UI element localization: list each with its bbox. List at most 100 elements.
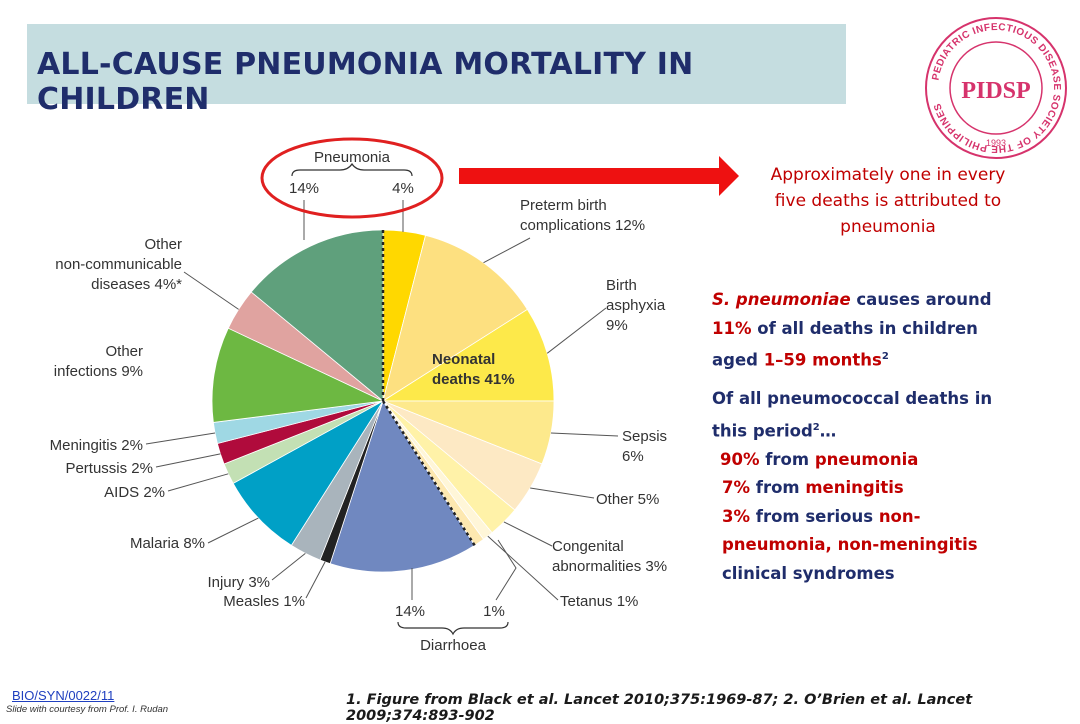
leader-line [483,237,531,264]
pidsp-logo: PEDIATRIC INFECTIOUS DISEASE SOCIETY OF … [925,17,1067,159]
arrow-shaft [459,168,721,184]
center-label-line: deaths 41% [432,371,515,388]
label-other-infections-line: infections 9% [54,363,143,380]
leader-line [503,521,553,547]
label-pneumonia-title: Pneumonia [314,149,391,166]
label-ncd-line: non-communicable [55,256,182,273]
info-panel: S. pneumoniae causes around 11% of all d… [712,286,1072,588]
info-paragraph-1: S. pneumoniae causes around 11% of all d… [712,286,1072,375]
info-text: from serious [750,506,879,526]
info-paragraph-2: Of all pneumococcal deaths in this perio… [712,385,1072,446]
pct-value: 11% [712,318,752,338]
pneumonia-highlight-circle [260,137,444,219]
label-diarrhoea-title-line: Diarrhoea [420,637,487,654]
label-malaria: Malaria 8% [130,535,205,552]
leader-line [487,535,559,601]
pie-slice-1 [382,234,528,402]
arrow-head [719,156,739,196]
info-text: from [750,478,806,497]
diarrhoea-brace [397,621,509,636]
logo-year: 1993 [986,138,1006,148]
label-other5-line: Other 5% [596,491,659,508]
label-aids: AIDS 2% [104,484,165,501]
slide-code-link[interactable]: BIO/SYN/0022/11 [12,688,115,703]
leader-line [167,473,229,492]
info-text: this period [712,421,813,440]
leader-line [145,432,216,445]
label-diarrhoea-14: 14% [395,603,425,620]
label-other-infections-line: Other [105,343,143,360]
label-tetanus-line: Tetanus 1% [560,593,638,610]
label-pneumonia-title-line: Pneumonia [314,149,391,166]
info-text: of all deaths in children [751,318,978,338]
label-other5: Other 5% [596,491,659,508]
pct-value: 7% [722,478,751,497]
leader-line [271,552,306,581]
label-congenital: Congenital abnormalities 3% [552,538,667,575]
label-pneumonia-14-line: 14% [289,180,319,197]
ref-superscript: 2 [812,421,820,433]
leader-line [305,561,326,599]
callout-line-3: pneumonia [840,217,936,237]
pie-slice-8 [329,400,476,573]
leader-line [550,432,619,437]
callout-line-1: Approximately one in every [770,165,1006,185]
bullet-pneumonia: 90% from pneumonia [712,446,1072,475]
leader-line [495,539,517,601]
label-asphyxia-line: 9% [606,317,628,334]
cause-name: meningitis [805,478,904,497]
pie-slice-15 [211,327,385,423]
leader-line [183,271,239,310]
label-measles-line: Measles 1% [223,593,305,610]
info-text: from [759,449,815,469]
label-sepsis-line: 6% [622,448,644,465]
label-pneumonia-14: 14% [289,180,319,197]
slide-credit: Slide with courtesy from Prof. I. Rudan [6,704,169,715]
age-range: 1–59 months [763,350,882,370]
label-asphyxia-line: Birth [606,277,637,294]
logo-letters: PIDSP [961,78,1030,104]
label-ncd-line: diseases 4%* [91,276,182,293]
pneumonia-brace [291,162,413,177]
leader-line [530,487,595,499]
label-diarrhoea-title: Diarrhoea [420,637,487,654]
label-asphyxia-line: asphyxia [606,297,666,314]
label-preterm-line: complications 12% [520,217,645,234]
ref-superscript: 2 [881,351,889,362]
label-pertussis: Pertussis 2% [65,460,153,477]
label-diarrhoea-1: 1% [483,603,505,620]
label-preterm: Preterm birth complications 12% [520,197,645,234]
cause-name: pneumonia [814,449,919,469]
label-meningitis: Meningitis 2% [50,437,143,454]
label-asphyxia: Birth asphyxia 9% [606,277,666,334]
label-other-infections: Other infections 9% [54,343,143,380]
label-pneumonia-4: 4% [392,180,414,197]
label-measles: Measles 1% [223,593,305,610]
leader-line [207,517,259,544]
label-ncd-line: Other [144,236,182,253]
callout-line-2: five deaths is attributed to [774,191,1002,211]
label-aids-line: AIDS 2% [104,484,165,501]
label-ncd: Other non-communicable diseases 4%* [55,236,182,293]
label-pertussis-line: Pertussis 2% [65,460,153,477]
callout-text: Approximately one in every five deaths i… [728,162,1048,240]
species-name: S. pneumoniae [712,290,851,309]
cause-name: pneumonia, non-meningitis [722,535,978,554]
pie-slice-17 [250,229,384,402]
slide-title: ALL-CAUSE PNEUMONIA MORTALITY IN CHILDRE… [37,47,694,117]
label-injury-line: Injury 3% [207,574,270,591]
title-bar: ALL-CAUSE PNEUMONIA MORTALITY IN CHILDRE… [27,24,846,117]
label-congenital-line: abnormalities 3% [552,558,667,575]
bullet-other: 3% from serious non- pneumonia, non-meni… [712,503,1072,589]
pie-slice-2 [381,308,555,402]
center-label-line: Neonatal [432,351,495,368]
center-label: Neonatal deaths 41% [432,351,515,388]
label-tetanus: Tetanus 1% [560,593,638,610]
label-meningitis-line: Meningitis 2% [50,437,143,454]
label-pneumonia-4-line: 4% [392,180,414,197]
cause-name: non- [878,506,921,526]
info-text: aged [712,350,764,370]
label-diarrhoea-1-line: 1% [483,603,505,620]
label-sepsis-line: Sepsis [622,428,667,445]
